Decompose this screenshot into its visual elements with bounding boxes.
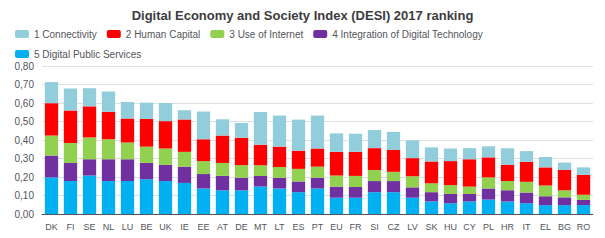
svg-text:0,30: 0,30 (15, 153, 35, 164)
svg-text:3 Use of Internet: 3 Use of Internet (229, 29, 303, 40)
svg-text:4 Integration of Digital Techn: 4 Integration of Digital Technology (332, 29, 482, 40)
svg-text:0,80: 0,80 (15, 61, 35, 72)
svg-text:HR: HR (501, 222, 514, 232)
svg-text:1 Connectivity: 1 Connectivity (34, 29, 97, 40)
svg-text:FR: FR (350, 222, 362, 232)
svg-text:BE: BE (140, 222, 152, 232)
svg-text:EE: EE (197, 222, 209, 232)
svg-text:EU: EU (330, 222, 343, 232)
svg-text:CY: CY (463, 222, 476, 232)
svg-text:ES: ES (292, 222, 304, 232)
svg-text:0,40: 0,40 (15, 135, 35, 146)
svg-text:UK: UK (159, 222, 172, 232)
svg-text:0,10: 0,10 (15, 190, 35, 201)
svg-text:0,60: 0,60 (15, 98, 35, 109)
svg-text:LV: LV (407, 222, 417, 232)
svg-text:0,70: 0,70 (15, 79, 35, 90)
svg-text:SI: SI (370, 222, 379, 232)
svg-text:0,50: 0,50 (15, 116, 35, 127)
svg-text:EL: EL (540, 222, 551, 232)
svg-text:5 Digital Public Services: 5 Digital Public Services (34, 49, 141, 60)
svg-text:LU: LU (122, 222, 134, 232)
svg-text:NL: NL (103, 222, 115, 232)
svg-text:0,20: 0,20 (15, 172, 35, 183)
svg-text:Digital Economy and Society In: Digital Economy and Society Index (DESI)… (132, 8, 474, 23)
svg-text:AT: AT (217, 222, 228, 232)
svg-text:0,00: 0,00 (15, 209, 35, 220)
svg-text:DE: DE (235, 222, 248, 232)
svg-text:CZ: CZ (388, 222, 400, 232)
svg-text:SE: SE (83, 222, 95, 232)
svg-text:DK: DK (45, 222, 58, 232)
svg-text:FI: FI (67, 222, 75, 232)
svg-text:IE: IE (180, 222, 189, 232)
svg-text:HU: HU (444, 222, 457, 232)
svg-text:SK: SK (425, 222, 437, 232)
svg-text:MT: MT (254, 222, 267, 232)
svg-text:IT: IT (523, 222, 532, 232)
svg-text:RO: RO (577, 222, 591, 232)
svg-text:BG: BG (558, 222, 571, 232)
svg-text:PL: PL (483, 222, 494, 232)
svg-text:2 Human Capital: 2 Human Capital (126, 29, 200, 40)
svg-text:PT: PT (312, 222, 324, 232)
svg-text:LT: LT (275, 222, 285, 232)
